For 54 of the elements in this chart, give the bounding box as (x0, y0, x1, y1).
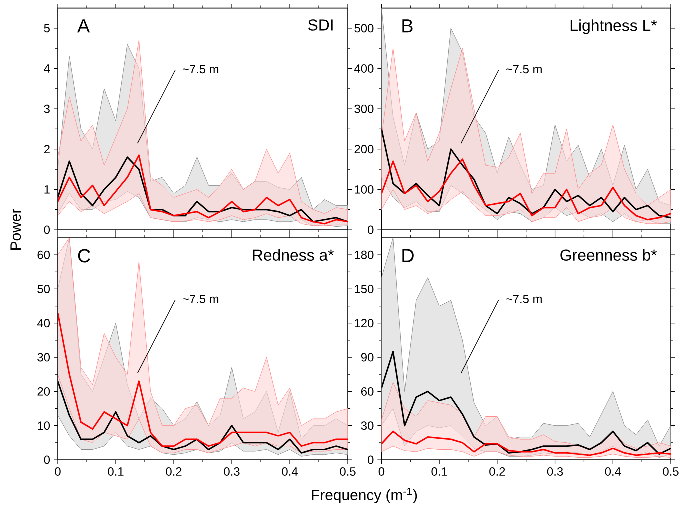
y-tick-label: 300 (354, 104, 374, 114)
text: Redness a* (253, 249, 334, 261)
y-tick-label: 40 (37, 319, 50, 328)
line-series (382, 430, 672, 456)
y-tick-label: 30 (38, 353, 50, 362)
annotation: D (402, 249, 414, 262)
y-tick-label: 2 (44, 145, 50, 154)
x-tick-label: 0.4 (605, 468, 622, 476)
x-tick-label: 0.3 (547, 468, 564, 476)
annotation: ~7.5 m (506, 295, 542, 304)
x-tick-label: 0 (378, 468, 385, 476)
y-axis-title: Power (10, 209, 22, 250)
y-tick-label: 60 (361, 387, 374, 396)
text: Greenness b* (560, 249, 658, 261)
x-tick-label: 0.1 (108, 468, 124, 476)
y-tick-label: 200 (354, 145, 374, 154)
y-tick-label: 0 (44, 456, 50, 464)
line-series (382, 158, 672, 221)
annotation: A (78, 20, 90, 33)
annotation: ~7.5 m (182, 295, 219, 304)
y-tick-label: 4 (44, 64, 50, 73)
y-tick-label: 60 (38, 250, 50, 260)
annotation: ~7.5 m (182, 65, 219, 74)
x-tick-label: 0.2 (166, 468, 182, 476)
text: SDI (308, 20, 333, 31)
y-tick-label: 3 (44, 104, 50, 114)
y-tick-label: 0 (368, 456, 374, 464)
x-tick-label: 0.4 (282, 468, 298, 476)
y-tick-label: 50 (38, 285, 50, 294)
text: Lightness L* (570, 20, 658, 34)
annotation: ~7.5 m (506, 65, 542, 74)
y-tick-label: 120 (355, 319, 374, 328)
y-tick-label: 100 (355, 185, 374, 194)
annotation: C (78, 249, 90, 263)
x-axis-title: Frequency (m$^{-1}$) (312, 488, 418, 504)
x-tick-label: 0.5 (663, 468, 679, 476)
y-tick-label: 30 (361, 422, 374, 430)
y-tick-label: 5 (44, 24, 50, 33)
y-tick-label: 90 (361, 353, 374, 362)
y-tick-label: 0 (44, 226, 50, 234)
x-tick-label: 0 (55, 468, 61, 476)
y-tick-label: 20 (38, 387, 50, 396)
annotation: B (402, 20, 413, 33)
y-tick-label: 180 (355, 250, 374, 260)
x-tick-label: 0.5 (340, 468, 356, 476)
x-tick-label: 0.2 (490, 468, 506, 476)
y-tick-label: 10 (38, 422, 50, 430)
y-tick-label: 1 (44, 186, 50, 194)
x-tick-label: 0.3 (224, 468, 240, 476)
y-tick-label: 500 (354, 24, 374, 33)
y-tick-label: 150 (355, 285, 374, 294)
y-tick-label: 400 (354, 64, 374, 73)
x-tick-label: 0.1 (432, 468, 448, 476)
y-tick-label: 0 (368, 226, 374, 234)
